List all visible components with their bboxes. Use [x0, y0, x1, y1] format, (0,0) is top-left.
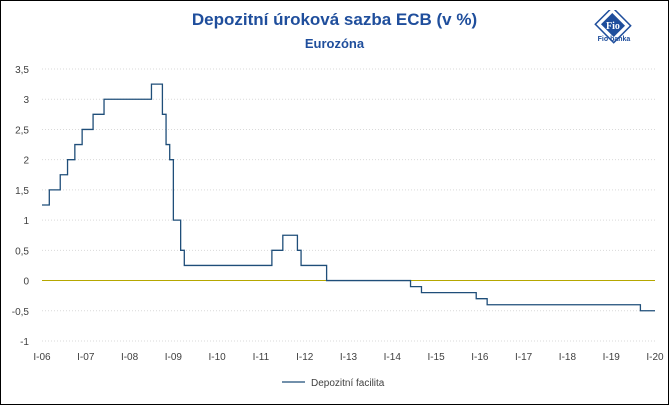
y-tick-label: 2,5: [15, 125, 29, 136]
x-tick-label: I-20: [646, 352, 664, 363]
y-tick-label: -1: [20, 337, 29, 348]
x-tick-label: I-10: [209, 352, 227, 363]
x-tick-label: I-18: [559, 352, 577, 363]
chart-title: Depozitní úroková sazba ECB (v %): [191, 10, 478, 29]
fio-logo-icon: Fio: [594, 10, 632, 44]
series-line: [42, 83, 655, 312]
x-tick-label: I-08: [121, 352, 139, 363]
y-tick-label: 0,5: [15, 246, 29, 257]
x-tick-label: I-15: [427, 352, 445, 363]
chart-subtitle: Eurozóna: [304, 36, 365, 51]
x-tick-label: I-16: [471, 352, 489, 363]
y-tick-label: 1,5: [15, 186, 29, 197]
x-tick-label: I-09: [165, 352, 183, 363]
x-tick-label: I-13: [340, 352, 358, 363]
logo-mark: Fio: [606, 21, 620, 32]
x-tick-label: I-06: [33, 352, 51, 363]
x-tick-label: I-17: [515, 352, 533, 363]
y-tick-label: 2: [23, 156, 29, 167]
legend-label: Depozitní facilita: [311, 378, 385, 389]
y-tick-label: 3: [23, 95, 29, 106]
y-tick-label: 3,5: [15, 65, 29, 76]
x-tick-label: I-12: [296, 352, 314, 363]
y-tick-label: -0,5: [12, 307, 30, 318]
x-tick-label: I-19: [603, 352, 621, 363]
y-tick-label: 0: [23, 277, 29, 288]
x-tick-label: I-07: [77, 352, 95, 363]
y-tick-label: 1: [23, 216, 29, 227]
x-tick-label: I-14: [384, 352, 402, 363]
x-tick-label: I-11: [253, 352, 270, 363]
logo-label: Fio banka: [597, 36, 631, 43]
